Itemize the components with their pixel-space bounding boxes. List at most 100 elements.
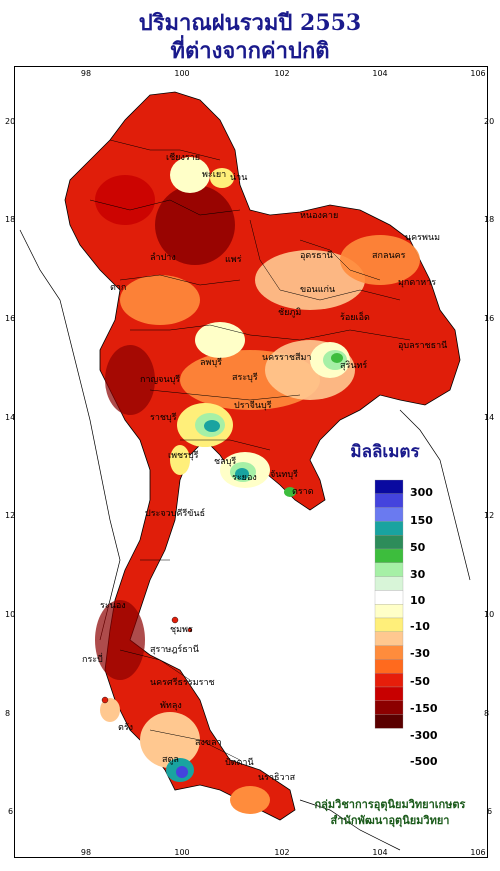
place-label: ประจวบคีรีขันธ์ (145, 507, 205, 519)
lat-tick-16: 16 (5, 314, 15, 323)
legend-label: 30 (410, 568, 426, 581)
place-label: เชียงราย (166, 152, 200, 163)
lon-tick-100: 100 (174, 69, 189, 78)
map-frame (14, 66, 488, 858)
province-boundaries (89, 139, 411, 761)
legend-swatch (374, 479, 404, 494)
legend-label: -50 (410, 675, 430, 688)
legend-swatch (374, 673, 404, 688)
place-label: พะเยา (202, 170, 226, 180)
place-label: ปัตตานี (225, 757, 254, 768)
lat-tick-16-right: 16 (484, 314, 494, 323)
lat-tick-10: 10 (5, 610, 15, 619)
lat-tick-14-right: 14 (484, 413, 494, 422)
legend-swatch (374, 714, 404, 729)
place-label: สงขลา (195, 738, 222, 748)
place-label: ตาก (110, 283, 126, 293)
place-label: ชลบุรี (214, 456, 236, 467)
place-label: นครศรีธรรมราช (150, 677, 215, 688)
credit-line-1: กลุ่มวิชาการอุตุนิยมวิทยาเกษตร (314, 798, 466, 811)
legend-label: 50 (410, 541, 426, 554)
legend-label: 300 (410, 486, 433, 499)
lon-tick-102: 102 (274, 69, 289, 78)
legend-swatch (374, 590, 404, 605)
lon-tick-102-bottom: 102 (274, 848, 289, 857)
place-label: นครราชสีมา (262, 352, 311, 363)
lat-tick-8: 8 (5, 709, 10, 718)
lat-ticks-left: 20 18 16 14 12 10 8 6 (5, 117, 15, 816)
legend-swatch (374, 521, 404, 536)
credit-line-2: สำนักพัฒนาอุตุนิยมวิทยา (330, 814, 450, 827)
legend-swatch (374, 562, 404, 577)
place-label: แพร่ (225, 255, 242, 265)
place-label: น่าน (230, 173, 247, 183)
legend-swatch (374, 686, 404, 701)
place-label: อุดรธานี (300, 250, 333, 261)
place-label: สกลนคร (372, 251, 406, 261)
legend-swatch (374, 617, 404, 632)
lat-tick-12: 12 (5, 511, 15, 520)
place-label: หนองคาย (300, 211, 338, 221)
place-label: ราชบุรี (150, 412, 177, 423)
lat-tick-20-right: 20 (484, 117, 494, 126)
legend-label: -30 (410, 647, 430, 660)
legend-label: -150 (410, 702, 438, 715)
lat-tick-12-right: 12 (484, 511, 494, 520)
lat-tick-20: 20 (5, 117, 15, 126)
place-label: สตูล (162, 755, 179, 765)
place-label: อุบลราชธานี (398, 340, 447, 351)
lon-tick-100-bottom: 100 (174, 848, 189, 857)
lat-tick-18-right: 18 (484, 215, 494, 224)
place-label: ตรัง (118, 723, 133, 733)
lat-ticks-right: 20 18 16 14 12 10 8 6 (484, 117, 494, 816)
legend-label: -300 (410, 729, 438, 742)
legend-swatch (374, 700, 404, 715)
place-label: ปราจีนบุรี (234, 400, 272, 411)
lat-tick-10-right: 10 (484, 610, 494, 619)
lon-ticks-top: 98 100 102 104 106 (81, 69, 486, 78)
place-label: นครพนม (405, 233, 440, 243)
legend-swatch (374, 659, 404, 674)
legend-swatch (374, 576, 404, 591)
legend-title: มิลลิเมตร (350, 442, 420, 462)
legend-label: 10 (410, 594, 426, 607)
legend-swatch (374, 548, 404, 563)
legend-label: -500 (410, 755, 438, 768)
lon-tick-98: 98 (81, 69, 91, 78)
lat-tick-18: 18 (5, 215, 15, 224)
lon-tick-104-bottom: 104 (372, 848, 387, 857)
legend-swatch (374, 493, 404, 508)
islands (101, 616, 193, 704)
lon-tick-104: 104 (372, 69, 387, 78)
place-label: มุกดาหาร (398, 278, 436, 288)
legend-label: 150 (410, 514, 433, 527)
place-label: สุราษฎร์ธานี (150, 643, 199, 655)
legend-swatch (374, 535, 404, 550)
lon-tick-106: 106 (470, 69, 485, 78)
lat-tick-14: 14 (5, 413, 15, 422)
legend-colorbar (374, 479, 404, 729)
lat-tick-8-right: 8 (484, 709, 489, 718)
place-labels: เชียงราย พะเยา น่าน หนองคาย ลำปาง แพร่ อ… (82, 152, 447, 783)
legend-swatch (374, 604, 404, 619)
place-label: พัทลุง (160, 701, 182, 711)
place-label: ตราด (292, 487, 314, 497)
lon-ticks-bottom: 98 100 102 104 106 (81, 848, 486, 857)
place-label: เพชรบุรี (168, 450, 199, 461)
legend-swatch (374, 645, 404, 660)
place-label: ขอนแก่น (300, 285, 335, 295)
place-label: สุรินทร์ (340, 359, 367, 371)
lon-tick-106-bottom: 106 (470, 848, 485, 857)
lon-tick-98-bottom: 98 (81, 848, 91, 857)
legend-swatch (374, 507, 404, 522)
map-subtitle: ที่ต่างจากค่าปกติ (170, 38, 330, 64)
place-label: ชุมพร (170, 625, 193, 635)
place-label: สระบุรี (232, 372, 258, 383)
lat-tick-6-right: 6 (487, 807, 492, 816)
place-label: ชัยภูมิ (278, 307, 301, 318)
place-label: ลพบุรี (200, 357, 222, 368)
anomaly-zones (95, 157, 420, 814)
place-label: ลำปาง (150, 252, 176, 263)
place-label: ร้อยเอ็ด (340, 310, 370, 323)
map-title: ปริมาณฝนรวมปี 2553 (138, 10, 362, 36)
